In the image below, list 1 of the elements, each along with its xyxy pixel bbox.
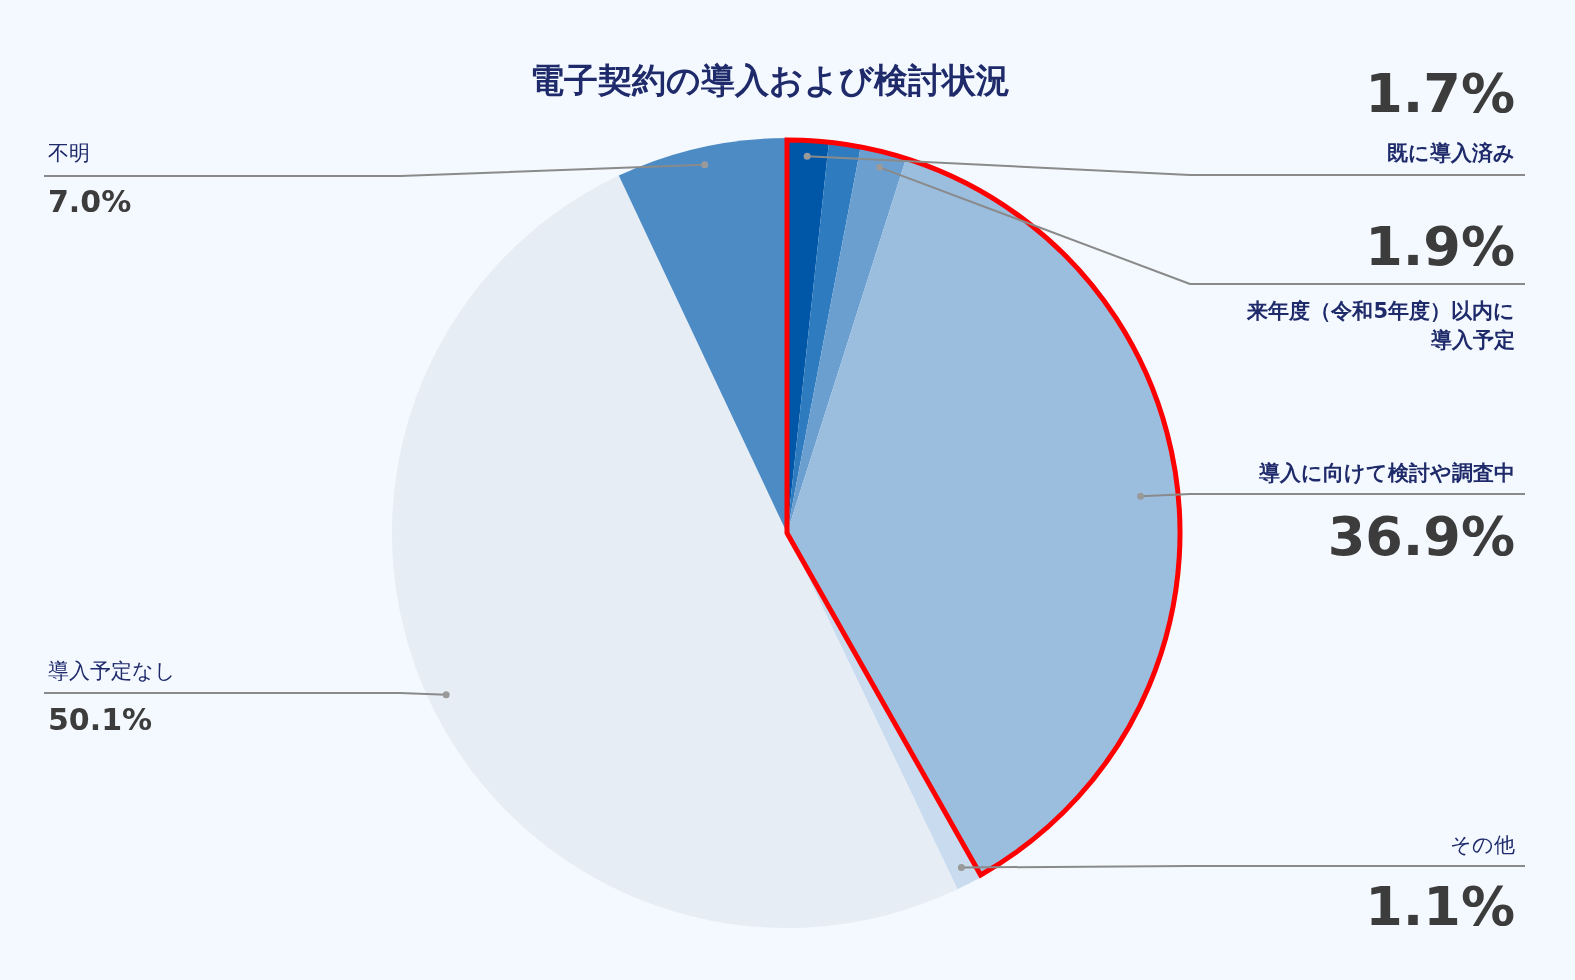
title: 電子契約の導入および検討状況 [530, 60, 1010, 100]
